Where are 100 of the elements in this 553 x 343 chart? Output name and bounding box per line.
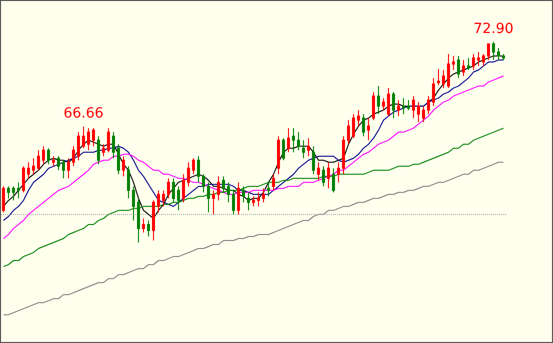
candlestick <box>447 53 450 89</box>
candlestick <box>267 182 270 197</box>
candlestick <box>22 166 25 193</box>
candlestick <box>7 186 10 199</box>
candlestick <box>132 186 135 221</box>
candlestick <box>372 92 375 121</box>
candlestick <box>287 128 290 153</box>
candlestick <box>212 190 215 215</box>
candlestick <box>17 182 20 199</box>
candlestick <box>442 70 445 89</box>
candlestick <box>127 166 130 199</box>
candlestick <box>427 96 430 115</box>
candlestick <box>492 41 495 60</box>
candlestick <box>232 190 235 215</box>
candlestick <box>262 188 265 203</box>
candlestick <box>42 146 45 165</box>
candlestick <box>407 100 410 111</box>
candlestick <box>112 132 115 159</box>
candlestick <box>352 114 355 139</box>
candlestick <box>47 148 50 165</box>
candlestick <box>377 86 380 115</box>
candlestick <box>282 138 285 161</box>
candlestick <box>197 156 200 183</box>
candlestick <box>142 218 145 233</box>
candlestick <box>97 136 100 165</box>
annotation: 72.90 <box>473 20 514 37</box>
candlestick <box>222 176 225 193</box>
candlestick <box>357 110 360 127</box>
candlestick <box>277 136 280 175</box>
candlestick <box>272 174 275 191</box>
candlestick <box>32 158 35 175</box>
candlestick <box>487 43 490 60</box>
candlestick <box>172 178 175 203</box>
candlestick <box>397 100 400 117</box>
candlestick <box>422 106 425 123</box>
candlestick <box>2 186 5 213</box>
candlestick <box>52 156 55 167</box>
candlestick <box>382 98 385 111</box>
candlestick <box>247 192 250 211</box>
candlestick <box>77 132 80 161</box>
candlestick <box>242 186 245 203</box>
candlestick <box>62 160 65 179</box>
candlestick <box>297 132 300 151</box>
candlestick <box>482 53 485 66</box>
candlestick <box>182 174 185 203</box>
annotation: 66.66 <box>63 106 104 122</box>
candlestick <box>202 174 205 193</box>
candlestick <box>497 47 500 60</box>
candlestick <box>37 150 40 171</box>
candlestick <box>167 178 170 199</box>
candlestick <box>107 128 110 153</box>
candlestick <box>367 118 370 141</box>
candlestick <box>177 186 180 211</box>
candlestick <box>117 144 120 175</box>
candlestick <box>412 96 415 119</box>
candlestick <box>257 192 260 207</box>
candlestick <box>82 126 85 149</box>
candlestick <box>187 162 190 187</box>
candlestick <box>462 59 465 77</box>
candlestick <box>342 136 345 175</box>
candlestick <box>162 190 165 207</box>
candlestick <box>472 53 475 70</box>
candlestick <box>122 156 125 177</box>
candlestick <box>192 158 195 175</box>
candlestick <box>292 128 295 153</box>
candlestick <box>327 162 330 189</box>
candlestick <box>67 158 70 179</box>
candlestick <box>12 186 15 201</box>
candlestick <box>137 198 140 244</box>
candlestick <box>332 168 335 193</box>
candlestick <box>217 176 220 201</box>
candlestick <box>307 138 310 157</box>
candlestick <box>317 162 320 181</box>
candlestick <box>457 55 460 79</box>
candlestick <box>362 114 365 137</box>
candlestick <box>102 144 105 157</box>
candlestick <box>312 146 315 175</box>
candlestick <box>227 182 230 203</box>
candlestick <box>477 51 480 66</box>
candlestick <box>237 182 240 215</box>
candlestick <box>57 156 60 171</box>
candlestick <box>347 120 350 145</box>
candlestick <box>152 200 155 241</box>
candlestick <box>387 88 390 117</box>
candlestick <box>87 128 90 151</box>
candlestick <box>392 92 395 119</box>
candlestick <box>157 190 160 213</box>
candlestick <box>322 166 325 187</box>
candlestick <box>147 220 150 237</box>
candlestick <box>207 182 210 213</box>
candlestick <box>467 57 470 70</box>
candlestick <box>92 128 95 147</box>
candlestick <box>402 98 405 115</box>
candlestick <box>452 55 455 70</box>
candlestick <box>437 68 440 86</box>
candlestick <box>432 78 435 107</box>
candlestick <box>302 140 305 159</box>
candlestick <box>27 162 30 179</box>
candlestick <box>337 162 340 183</box>
candlestick <box>72 146 75 167</box>
